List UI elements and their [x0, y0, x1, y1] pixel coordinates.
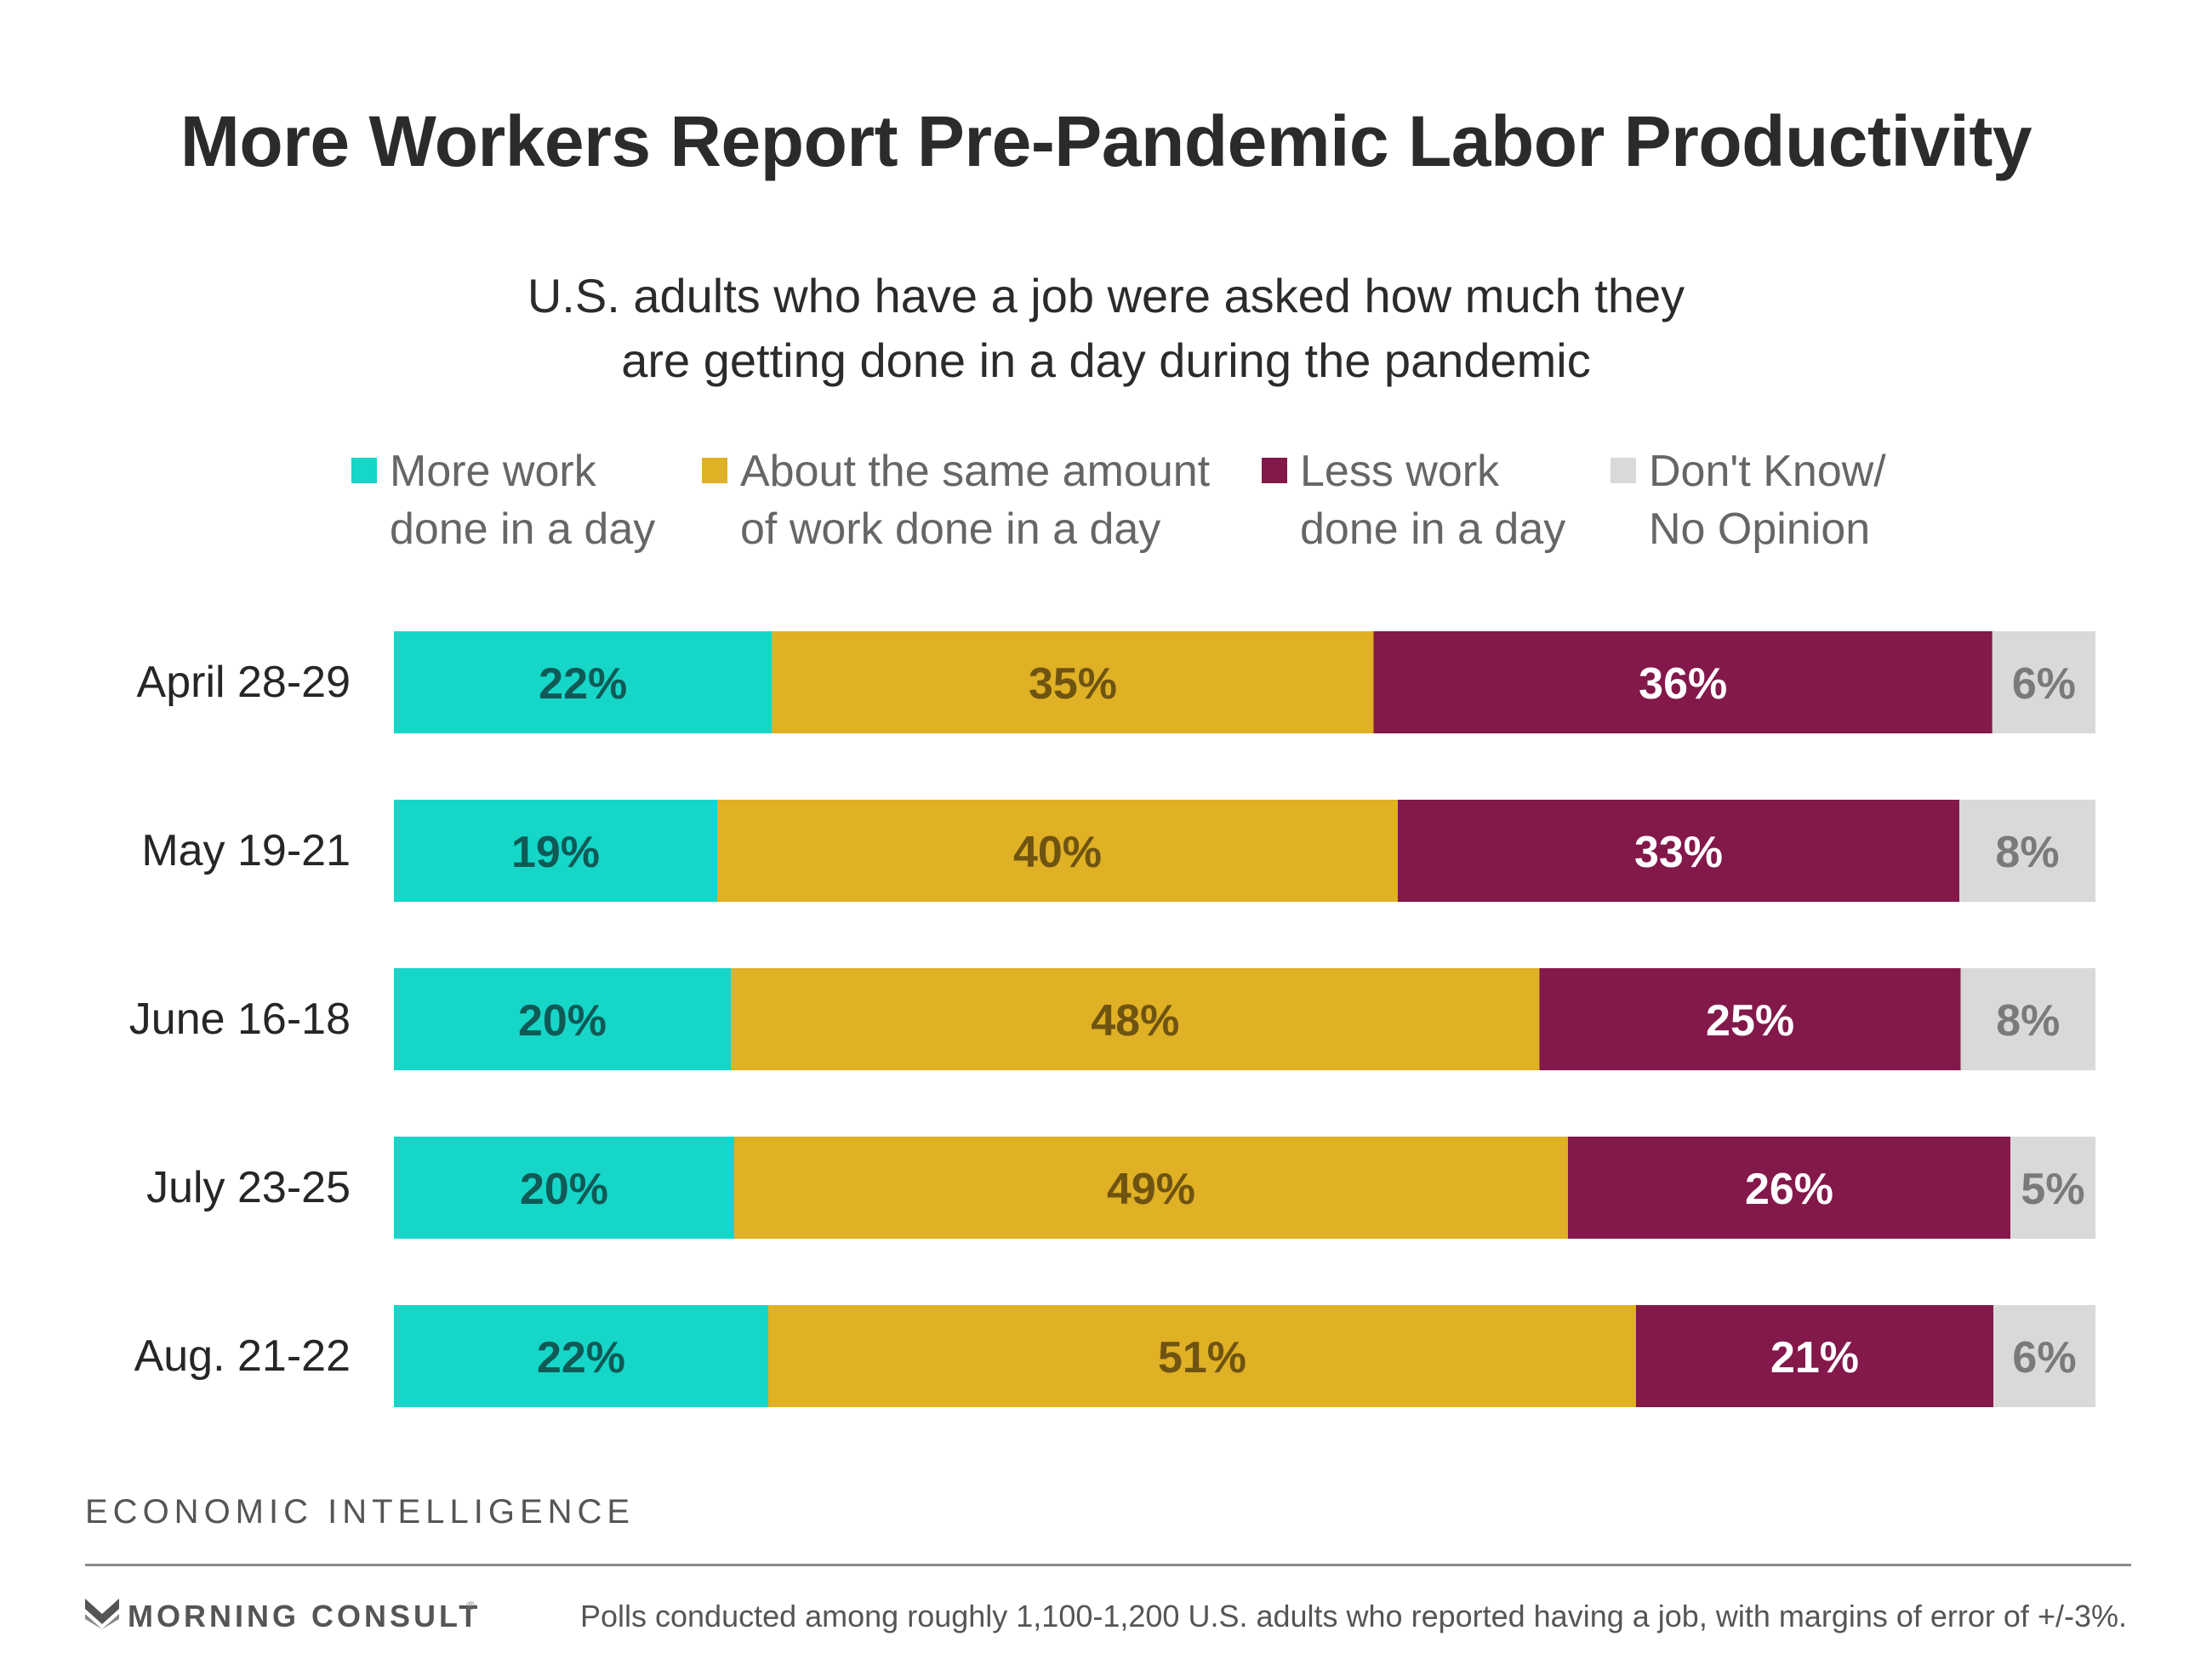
legend-label-less-work: Less work done in a day — [1300, 442, 1565, 558]
bar-segment — [1992, 631, 2095, 733]
subtitle-line-1: U.S. adults who have a job were asked ho… — [527, 269, 1685, 322]
bar-segment — [394, 1305, 768, 1407]
data-label: 25% — [1706, 996, 1794, 1046]
data-label: 20% — [520, 1165, 608, 1214]
brand-name: MORNING CONSULT — [128, 1599, 482, 1633]
legend-swatch-dont-know — [1611, 458, 1636, 483]
legend-label-line: Don't Know/ — [1649, 447, 1886, 496]
legend-label-more-work: More work done in a day — [390, 442, 655, 558]
legend-label-line: About the same amount — [740, 447, 1211, 496]
legend-label-same-work: About the same amount of work done in a … — [740, 442, 1210, 558]
data-label: 6% — [2012, 1333, 2076, 1382]
data-label: 33% — [1634, 828, 1723, 877]
bar-segment — [394, 631, 772, 733]
footer-divider — [85, 1564, 2131, 1566]
data-label: 49% — [1107, 1165, 1195, 1214]
bar-segment — [394, 968, 731, 1070]
data-label: 36% — [1639, 659, 1727, 709]
legend-label-line: done in a day — [1300, 505, 1566, 554]
legend: More work done in a day About the same a… — [0, 442, 2212, 570]
data-label: 51% — [1158, 1333, 1246, 1382]
bar-segment — [1373, 631, 1993, 733]
legend-swatch-less-work — [1262, 458, 1287, 483]
bar-segment — [772, 631, 1374, 733]
subtitle-line-2: are getting done in a day during the pan… — [621, 334, 1591, 387]
data-label: 22% — [539, 659, 627, 709]
chart-title: More Workers Report Pre-Pandemic Labor P… — [180, 101, 2032, 181]
category-label: May 19-21 — [141, 826, 351, 875]
data-label: 48% — [1091, 996, 1179, 1046]
bar-segment — [731, 968, 1540, 1070]
chart-subtitle: U.S. adults who have a job were asked ho… — [0, 264, 2212, 393]
data-label: 19% — [511, 828, 600, 877]
data-label: 40% — [1013, 828, 1102, 877]
bar-segment — [1568, 1137, 2010, 1239]
bar-segment — [1636, 1305, 1993, 1407]
bar-segment — [768, 1305, 1636, 1407]
bar-segment — [2010, 1137, 2095, 1239]
data-label: 35% — [1029, 659, 1117, 709]
category-label: Aug. 21-22 — [134, 1331, 351, 1381]
bar-segment — [734, 1137, 1568, 1239]
legend-swatch-more-work — [351, 458, 377, 483]
legend-label-line: More work — [390, 447, 596, 496]
stacked-bar-chart: April 28-29 22% 35% 36% 6% May 19-21 19% 40% 33%… — [129, 631, 2095, 1407]
registered-mark: ® — [466, 1599, 476, 1612]
legend-label-line: No Opinion — [1649, 505, 1871, 554]
bar-segment — [1993, 1305, 2095, 1407]
bar-segment — [394, 1137, 734, 1239]
data-label: 22% — [537, 1333, 625, 1382]
bar-segment — [394, 800, 717, 902]
data-label: 6% — [2012, 659, 2076, 709]
legend-swatch-same-work — [702, 458, 727, 483]
bar-segment — [1959, 800, 2095, 902]
legend-label-dont-know: Don't Know/ No Opinion — [1649, 442, 1886, 558]
legend-label-line: of work done in a day — [740, 505, 1161, 554]
morning-consult-logo-icon — [85, 1599, 119, 1629]
category-label: July 23-25 — [146, 1163, 351, 1212]
legend-label-line: done in a day — [390, 505, 656, 554]
legend-label-line: Less work — [1300, 447, 1500, 496]
data-label: 26% — [1745, 1165, 1833, 1214]
methodology-note: Polls conducted among roughly 1,100-1,20… — [579, 1599, 2127, 1633]
data-label: 8% — [1996, 996, 2060, 1046]
data-label: 5% — [2021, 1165, 2084, 1214]
data-label: 21% — [1770, 1333, 1859, 1382]
bar-segment — [1398, 800, 1959, 902]
data-label: 20% — [518, 996, 607, 1046]
bar-segment — [1539, 968, 1961, 1070]
category-label: June 16-18 — [129, 995, 351, 1044]
bar-segment — [1960, 968, 2095, 1070]
data-label: 8% — [1995, 828, 2059, 877]
bar-segment — [717, 800, 1398, 902]
category-label: April 28-29 — [137, 658, 351, 707]
section-label: ECONOMIC INTELLIGENCE — [85, 1493, 636, 1531]
